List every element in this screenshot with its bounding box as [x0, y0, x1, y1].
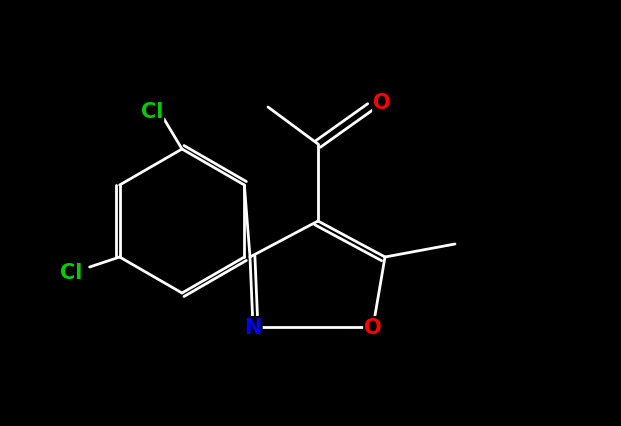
Text: Cl: Cl — [141, 102, 163, 122]
Text: O: O — [373, 93, 391, 113]
Text: N: N — [244, 317, 261, 337]
Text: Cl: Cl — [60, 262, 83, 282]
Text: O: O — [364, 317, 382, 337]
